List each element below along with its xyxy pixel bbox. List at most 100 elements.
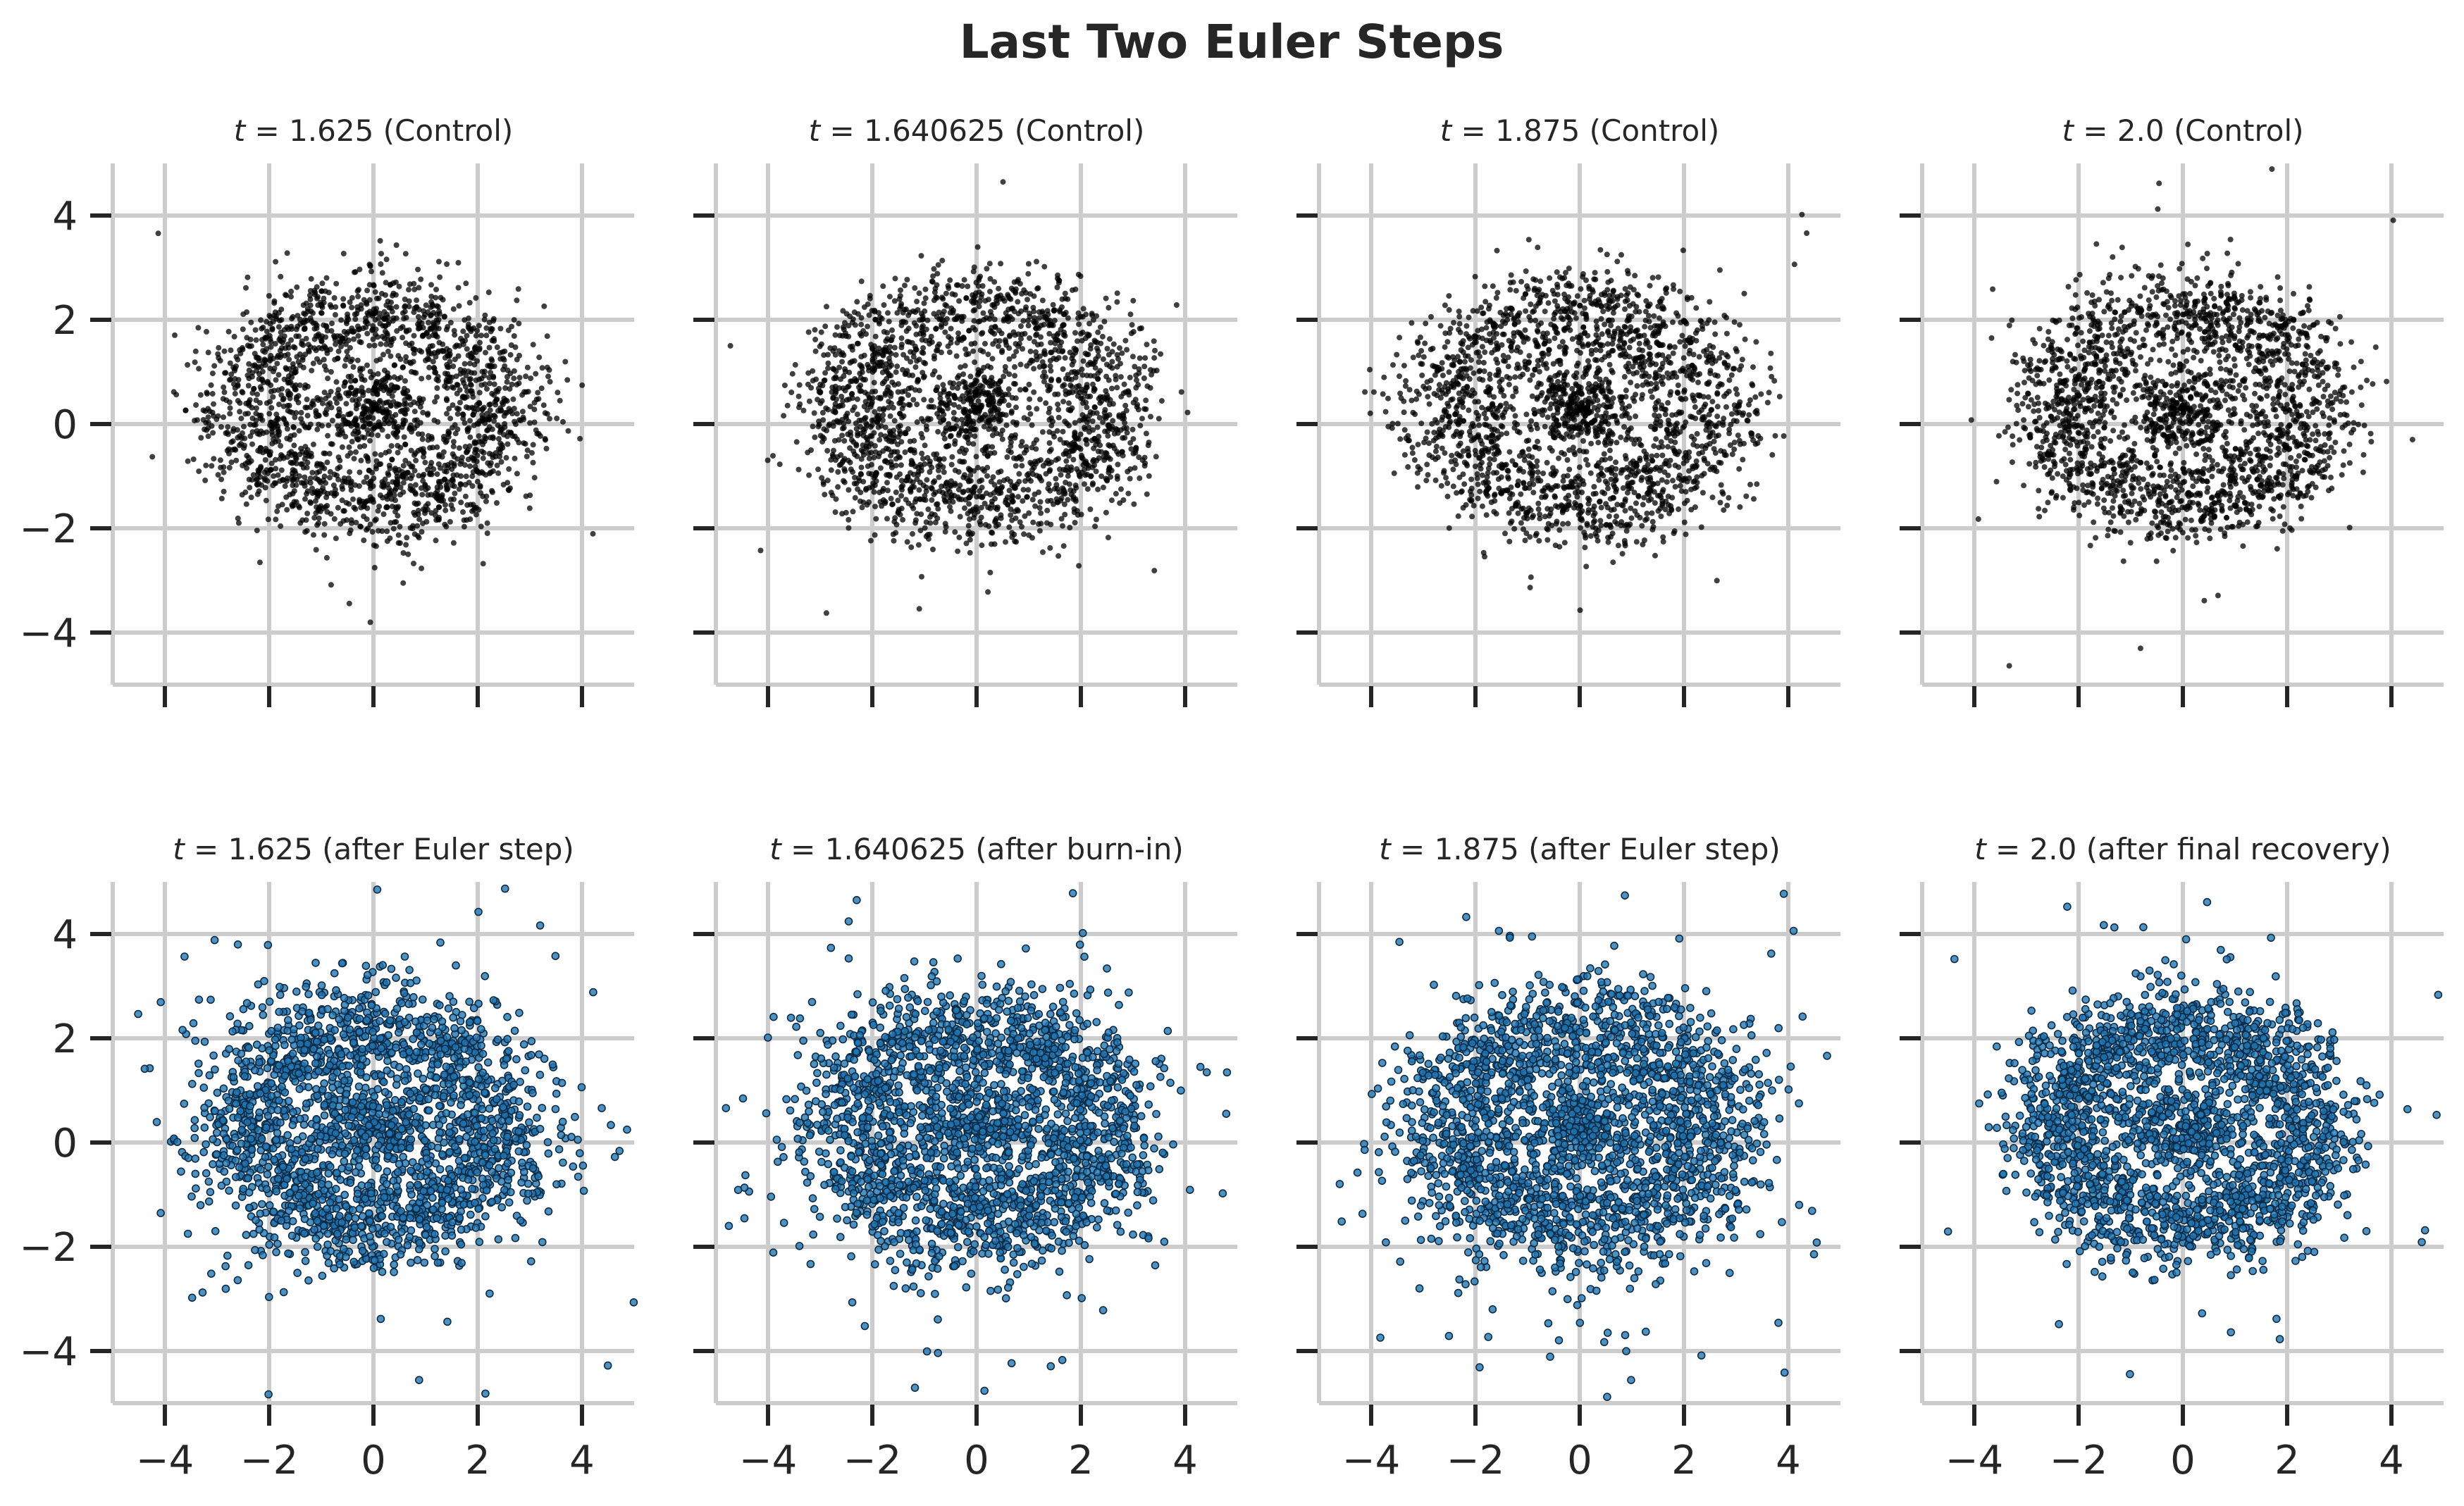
scatter-point xyxy=(986,523,991,529)
scatter-point xyxy=(788,390,794,395)
scatter-point xyxy=(988,365,993,371)
scatter-point xyxy=(1011,532,1017,537)
scatter-point xyxy=(971,468,977,474)
scatter-point xyxy=(866,368,872,373)
scatter-point xyxy=(1450,466,1456,472)
scatter-point xyxy=(340,296,346,301)
scatter-point xyxy=(989,542,994,547)
scatter-point xyxy=(448,502,454,508)
scatter-point xyxy=(1115,461,1120,467)
scatter-point xyxy=(254,392,260,397)
scatter-point xyxy=(891,532,896,537)
scatter-point xyxy=(919,574,924,580)
scatter-point xyxy=(464,404,469,410)
scatter-point xyxy=(846,517,851,523)
scatter-point xyxy=(297,505,302,511)
scatter-point xyxy=(1085,394,1091,399)
scatter-point xyxy=(1083,351,1089,356)
scatter-point xyxy=(865,502,870,508)
scatter-point xyxy=(1444,480,1450,486)
scatter-point xyxy=(532,420,538,425)
scatter-point xyxy=(460,328,466,334)
scatter-point xyxy=(920,349,925,355)
scatter-point xyxy=(812,435,817,440)
scatter-point xyxy=(888,430,893,435)
scatter-point xyxy=(873,334,879,340)
scatter-point xyxy=(514,297,519,303)
scatter-point xyxy=(940,382,946,387)
scatter-point xyxy=(481,456,486,461)
scatter-point xyxy=(824,304,829,309)
scatter-point xyxy=(1585,496,1591,502)
scatter-point xyxy=(351,364,357,370)
scatter-point xyxy=(520,409,526,414)
scatter-point xyxy=(872,473,878,478)
scatter-point xyxy=(276,387,281,393)
scatter-point xyxy=(1068,492,1074,497)
scatter-point xyxy=(471,502,476,507)
scatter-point xyxy=(867,456,872,461)
scatter-point xyxy=(1006,386,1012,392)
scatter-point xyxy=(885,310,891,316)
scatter-point xyxy=(892,382,898,387)
scatter-point xyxy=(898,287,903,293)
scatter-point xyxy=(886,373,892,378)
scatter-point xyxy=(338,396,343,402)
scatter-point xyxy=(398,356,404,362)
scatter-point xyxy=(1009,518,1015,523)
scatter-point xyxy=(1060,429,1066,435)
scatter-point xyxy=(933,490,939,495)
scatter-point xyxy=(934,271,940,277)
scatter-point xyxy=(435,471,440,477)
scatter-point xyxy=(1019,463,1024,468)
scatter-point xyxy=(886,356,892,361)
scatter-point xyxy=(502,363,507,369)
scatter-point xyxy=(1060,399,1066,404)
scatter-point xyxy=(461,412,466,418)
scatter-point xyxy=(1599,316,1604,322)
scatter-point xyxy=(874,413,880,419)
scatter-point xyxy=(309,368,314,373)
scatter-point xyxy=(850,316,856,322)
scatter-point xyxy=(485,460,490,466)
scatter-point xyxy=(979,416,984,421)
scatter-point xyxy=(473,333,479,339)
scatter-point xyxy=(524,454,530,459)
scatter-point xyxy=(373,516,379,522)
scatter-point xyxy=(211,413,216,419)
scatter-point xyxy=(846,525,851,531)
scatter-point xyxy=(391,526,397,532)
subplot-3: t = 1.875 (Control) xyxy=(1296,113,1840,707)
scatter-point xyxy=(460,394,466,399)
scatter-point xyxy=(997,338,1003,344)
scatter-point xyxy=(1079,511,1084,517)
scatter-point xyxy=(228,361,233,366)
scatter-point xyxy=(806,473,812,478)
scatter-point xyxy=(371,283,377,289)
scatter-point xyxy=(535,390,540,395)
scatter-point xyxy=(322,521,328,527)
scatter-point xyxy=(487,345,493,351)
scatter-point xyxy=(386,485,392,491)
scatter-point xyxy=(396,402,402,407)
scatter-point xyxy=(462,361,468,367)
scatter-point xyxy=(897,411,903,416)
scatter-point xyxy=(442,314,447,320)
scatter-point xyxy=(478,490,483,496)
scatter-point xyxy=(413,458,419,463)
scatter-point xyxy=(1076,469,1082,475)
scatter-point xyxy=(400,324,406,330)
scatter-point xyxy=(915,419,920,425)
scatter-point xyxy=(900,352,906,358)
scatter-point xyxy=(466,377,472,382)
scatter-point xyxy=(366,343,372,349)
scatter-point xyxy=(924,427,929,432)
scatter-point xyxy=(951,393,957,399)
scatter-point xyxy=(916,542,922,548)
scatter-point xyxy=(958,514,963,520)
scatter-point xyxy=(951,402,957,408)
scatter-point xyxy=(512,419,517,425)
scatter-point xyxy=(414,305,419,311)
scatter-point xyxy=(824,428,829,433)
scatter-point xyxy=(280,397,286,402)
